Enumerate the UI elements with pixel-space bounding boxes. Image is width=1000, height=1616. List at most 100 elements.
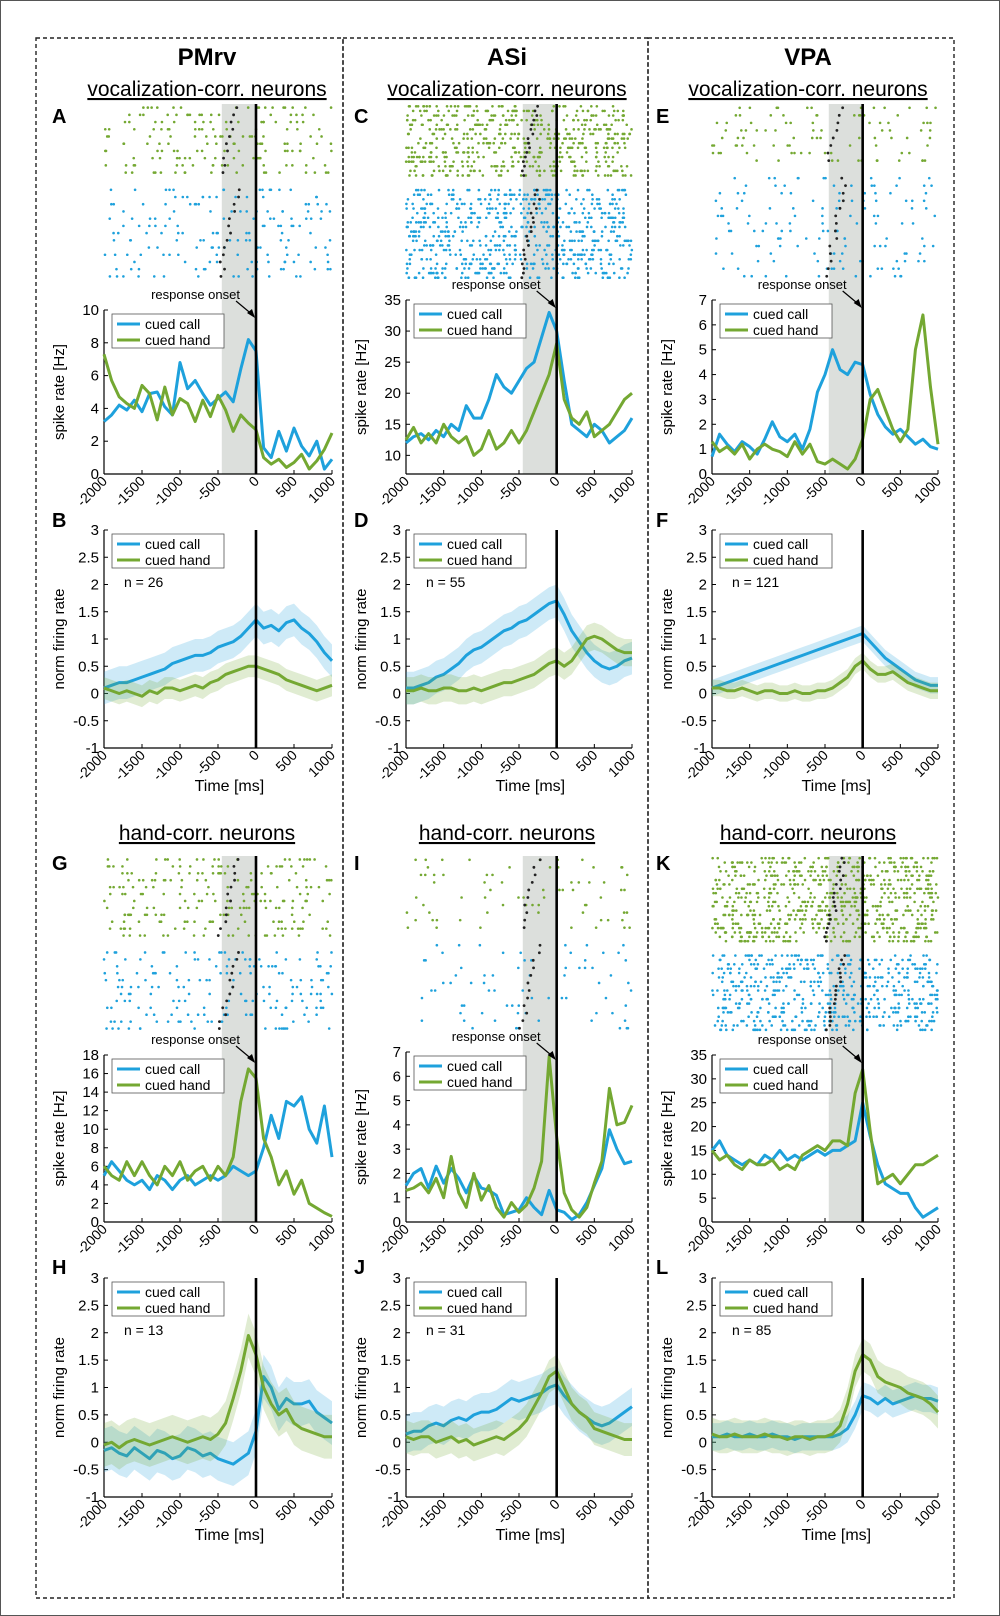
spike-dot (447, 193, 451, 196)
y-tick-label: 0 (393, 686, 401, 703)
spike-dot (924, 191, 928, 195)
spike-dot (178, 892, 182, 896)
spike-dot (582, 198, 585, 201)
spike-dot (442, 873, 445, 877)
spike-dot (448, 248, 452, 252)
spike-dot (408, 257, 412, 261)
spike-dot (306, 210, 310, 213)
spike-dot (104, 978, 108, 982)
spike-dot (731, 918, 734, 921)
spike-dot (755, 129, 759, 132)
spike-dot (146, 142, 149, 145)
spike-dot (523, 959, 526, 962)
series-band (104, 1313, 332, 1470)
spike-dot (717, 1015, 720, 1019)
spike-dot (447, 109, 451, 113)
y-tick-label: 10 (690, 1166, 707, 1183)
spike-dot (155, 1020, 159, 1023)
spike-dot (304, 202, 308, 206)
spike-dot (907, 1015, 910, 1019)
spike-dot (199, 239, 202, 242)
spike-dot (856, 1002, 860, 1005)
spike-dot (797, 993, 801, 997)
spike-dot (607, 164, 611, 168)
spike-dot (241, 892, 245, 896)
series-line (404, 342, 633, 457)
spike-dot (195, 906, 199, 910)
spike-dot (616, 188, 620, 192)
legend-label-call: cued call (753, 306, 808, 322)
spike-dot (543, 169, 546, 173)
panel-B: B-1-0.500.511.522.53-2000 -1500 -1000 -500 0… (51, 510, 338, 795)
spike-dot (295, 885, 299, 889)
onset-dot (838, 206, 842, 210)
spike-dot (716, 922, 719, 926)
legend-label-call: cued call (753, 1284, 808, 1300)
spike-dot (749, 121, 753, 125)
y-tick-label: 7 (699, 292, 707, 309)
spike-dot (775, 935, 778, 939)
spike-dot (423, 239, 427, 243)
spike-dot (867, 962, 871, 966)
spike-dot (720, 136, 724, 140)
onset-dot (227, 224, 231, 228)
spike-dot (909, 856, 913, 860)
spike-dot (419, 221, 423, 224)
spike-dot (466, 164, 470, 168)
spike-dot (908, 887, 912, 891)
spike-dot (263, 106, 267, 109)
spike-dot (620, 137, 624, 140)
spike-dot (213, 858, 216, 861)
spike-dot (848, 913, 852, 917)
spike-dot (881, 1015, 885, 1019)
spike-dot (272, 217, 276, 220)
spike-dot (624, 174, 627, 177)
spike-dot (508, 188, 512, 192)
spike-dot (202, 934, 206, 937)
spike-dot (908, 869, 911, 873)
spike-dot (800, 922, 804, 926)
spike-dot (858, 935, 861, 939)
spike-dot (922, 856, 925, 860)
spike-dot (873, 184, 876, 187)
spike-dot (175, 1006, 179, 1010)
spike-dot (915, 869, 919, 873)
spike-dot (181, 231, 184, 235)
spike-dot (788, 935, 792, 939)
spike-dot (484, 234, 488, 238)
spike-dot (795, 939, 798, 943)
spike-dot (600, 267, 603, 270)
spike-dot (420, 996, 424, 1000)
spike-dot (551, 257, 554, 261)
spike-dot (425, 202, 429, 206)
spike-dot (773, 931, 776, 934)
spike-dot (258, 156, 262, 160)
spike-dot (427, 271, 431, 275)
spike-dot (497, 234, 501, 238)
spike-dot (724, 1024, 728, 1027)
spike-dot (764, 976, 767, 979)
spike-dot (469, 169, 472, 173)
spike-dot (622, 137, 626, 140)
spike-dot (292, 920, 296, 924)
spike-dot (431, 174, 434, 177)
spike-dot (727, 222, 730, 225)
spike-dot (903, 926, 906, 930)
spike-dot (588, 881, 591, 884)
spike-dot (274, 964, 277, 968)
spike-dot (732, 1024, 736, 1027)
y-axis-label: spike rate [Hz] (659, 1091, 676, 1187)
spike-dot (512, 207, 515, 210)
spike-dot (245, 906, 248, 910)
spike-dot (782, 1002, 785, 1005)
spike-dot (844, 883, 847, 886)
spike-dot (319, 1006, 323, 1010)
spike-dot (483, 881, 486, 884)
spike-dot (716, 856, 720, 860)
spike-dot (721, 1006, 725, 1010)
spike-dot (624, 1004, 628, 1007)
spike-dot (771, 874, 774, 877)
spike-dot (530, 198, 533, 201)
spike-dot (488, 262, 492, 266)
